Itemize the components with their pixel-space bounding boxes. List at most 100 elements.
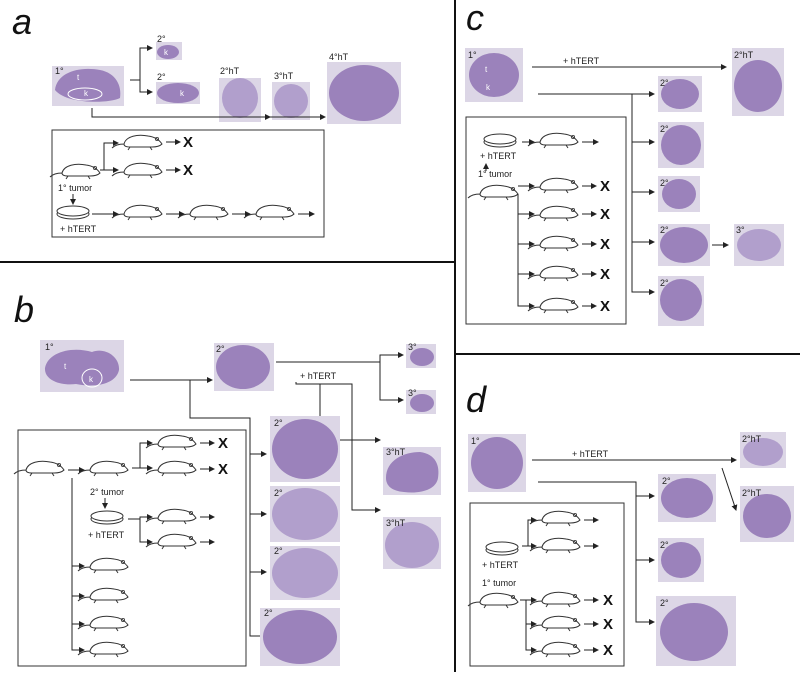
x-mark: X [183,134,193,151]
panel-label-a: a [12,1,32,42]
mouse-icon [527,235,579,252]
tissue-b-secondary [216,345,270,389]
x-mark: X [603,616,613,633]
mouse-icon [111,162,163,179]
arrow-a1 [130,45,153,81]
kidney-outline [67,87,103,101]
label-t: t [77,73,80,82]
mouse-icon [111,204,163,221]
label-tumor: 1° tumor [482,578,516,588]
tissue-a-4hT [329,65,399,121]
label-tumor: 1° tumor [478,169,512,179]
label-3hTa: 3°hT [386,447,406,457]
label-s2: 2° [660,78,669,88]
mouse-icon [529,537,581,554]
tissue-b-3b [410,394,434,412]
mouse-icon [467,592,519,609]
tissue-a-sec [157,83,199,103]
label-htert: + hTERT [482,560,519,570]
label-2hTb: 2°hT [742,488,762,498]
label-3b: 3° [408,388,417,398]
x-mark: X [603,592,613,609]
mouse-icon [145,533,197,550]
tissue-a-3hT [274,84,308,118]
tissue-b-3a [410,348,434,366]
label-secondary: 2° [216,344,225,354]
x-mark: X [603,642,613,659]
tissue-a-2hT [222,78,258,118]
label-t: t [485,65,488,74]
mouse-icon [529,591,581,608]
schema-box-c [465,116,627,325]
label-sec: 2° [157,72,166,82]
panel-label-b: b [14,289,34,330]
mouse-icon [145,460,197,477]
panel-b: b 1° t k 2° + hTERT 3° 3° 3°hT 3°hT [13,289,441,667]
dish-icon [485,541,519,556]
label-s2: 2° [274,546,283,556]
dish-icon [90,510,124,525]
x-mark: X [600,298,610,315]
x-mark: X [218,461,228,478]
x-mark: X [600,206,610,223]
label-s2: 2° [660,178,669,188]
x-mark: X [600,178,610,195]
label-s2: 2° [264,608,273,618]
label-htert: + hTERT [563,56,600,66]
label-s2: 2° [274,488,283,498]
label-2hT: 2°hT [734,50,754,60]
arrow-a-series [91,108,326,120]
label-htert: + hTERT [572,449,609,459]
mouse-icon [111,134,163,151]
label-4hT: 4°hT [329,52,349,62]
mouse-icon [243,204,295,221]
label-2hTa: 2°hT [742,434,762,444]
mouse-icon [529,641,581,658]
label-2hT: 2°hT [220,66,240,76]
dish-icon [56,205,90,220]
arrow-a2 [139,80,153,95]
mouse-icon [527,265,579,282]
label-ter: 3° [736,225,745,235]
label-3hTb: 3°hT [386,518,406,528]
label-s2: 2° [660,598,669,608]
x-mark: X [600,236,610,253]
schema-box-d [469,502,625,667]
tissue-b-3hTa [386,452,439,493]
label-primary: 1° [468,50,477,60]
label-s2: 2° [660,278,669,288]
label-htert: + hTERT [60,224,97,234]
x-mark: X [218,435,228,452]
mouse-icon [177,204,229,221]
mouse-icon [77,587,129,604]
label-k: k [486,83,491,92]
mouse-icon [529,510,581,527]
label-tumor: 1° tumor [58,183,92,193]
label-sec-small: 2° [157,34,166,44]
mouse-icon [49,163,101,180]
mouse-icon [77,641,129,658]
label-s2: 2° [660,124,669,134]
tissue-b-primary [44,349,120,386]
tissue-a-primary [55,68,121,102]
mouse-icon [145,508,197,525]
label-primary: 1° [471,436,480,446]
label-k: k [89,375,94,384]
mouse-icon [77,557,129,574]
panel-d: d 1° + hTERT 2°hT 2°hT 2° 2° 2° + hTERT … [466,379,794,667]
label-s2: 2° [662,476,671,486]
mouse-icon [77,460,129,477]
mouse-icon [467,184,519,201]
mouse-icon [527,205,579,222]
dish-icon [483,133,517,148]
label-s2: 2° [660,540,669,550]
mouse-icon [527,297,579,314]
mouse-icon [527,177,579,194]
mouse-icon [529,615,581,632]
mouse-icon [13,460,65,477]
label-s2: 2° [274,418,283,428]
tissue-a-sec-small [157,45,179,59]
label-k: k [84,89,89,98]
x-mark: X [600,266,610,283]
